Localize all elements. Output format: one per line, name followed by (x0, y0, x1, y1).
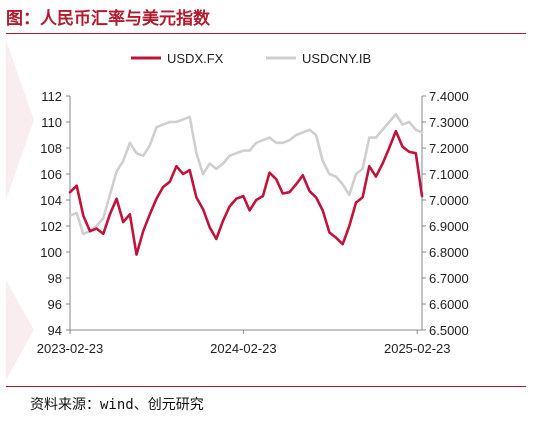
chart-title: 图：人民币汇率与美元指数 (6, 9, 210, 29)
legend-label-usdx: USDX.FX (167, 51, 224, 66)
left-tick-label: 112 (41, 89, 62, 104)
right-tick-label: 7.3000 (429, 115, 469, 130)
source-divider (6, 386, 526, 387)
x-tick-label: 2024-02-23 (210, 341, 277, 356)
watermark-logo (6, 40, 34, 380)
left-tick-label: 108 (40, 141, 62, 156)
source-note: 资料来源：wind、创元研究 (30, 397, 204, 413)
left-tick-label: 106 (40, 167, 62, 182)
series-line-usdx (68, 129, 424, 256)
x-axis-ticks: 2023-02-23 2024-02-23 2025-02-23 (37, 330, 451, 356)
right-tick-label: 7.2000 (429, 141, 469, 156)
right-axis-ticks: 6.5000 6.6000 6.7000 6.8000 6.9000 7.0000 7.10… (422, 89, 469, 338)
right-tick-label: 7.4000 (429, 89, 469, 104)
left-axis-ticks: 94 96 98 100 102 104 106 108 110 112 (40, 89, 70, 338)
right-tick-label: 7.1000 (429, 167, 469, 182)
right-tick-label: 6.7000 (429, 271, 469, 286)
right-tick-label: 7.0000 (429, 193, 469, 208)
x-tick-label: 2025-02-23 (384, 341, 451, 356)
left-tick-label: 110 (41, 115, 62, 130)
left-tick-label: 96 (48, 297, 62, 312)
legend: USDX.FX USDCNY.IB (131, 51, 371, 66)
right-tick-label: 6.9000 (429, 219, 469, 234)
right-tick-label: 6.8000 (429, 245, 469, 260)
right-tick-label: 6.6000 (429, 297, 469, 312)
x-tick-label: 2023-02-23 (37, 341, 104, 356)
left-tick-label: 104 (40, 193, 62, 208)
series-layer (68, 112, 424, 256)
left-tick-label: 94 (48, 323, 62, 338)
right-tick-label: 6.5000 (429, 323, 469, 338)
left-tick-label: 98 (48, 271, 62, 286)
title-divider (6, 33, 526, 34)
legend-label-usdcny: USDCNY.IB (302, 51, 371, 66)
series-line-usdcny (68, 112, 424, 236)
left-tick-label: 102 (40, 219, 62, 234)
left-tick-label: 100 (40, 245, 62, 260)
